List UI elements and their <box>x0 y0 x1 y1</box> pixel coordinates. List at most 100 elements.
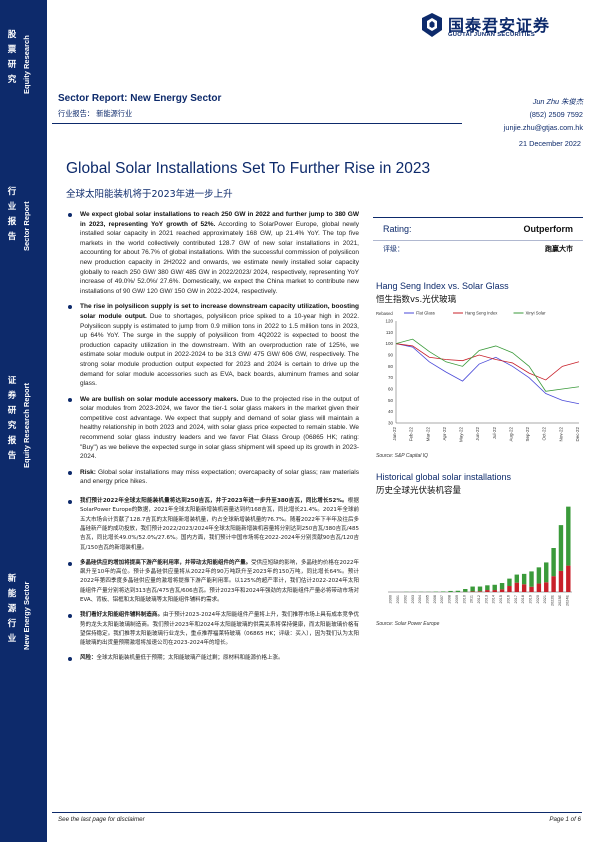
bar-segment <box>551 576 556 592</box>
sidebar-char: 券 <box>7 391 17 401</box>
bar-segment <box>536 567 542 584</box>
bar-segment <box>499 589 505 592</box>
series-line <box>395 338 580 392</box>
analyst-info: Jun Zhu 朱俊杰 (852) 2509 7592 junjie.zhu@g… <box>504 95 583 134</box>
bullet-cn: 我们预计2022年全球太阳能装机量将达到250吉瓦，并于2023年进一步升至38… <box>66 497 359 553</box>
bullet-text: 由于预计2023-2024年太阳能组件产量将上升，我们推荐市场上具有成本竞争优势… <box>80 612 359 647</box>
bullet-en: We expect global solar installations to … <box>66 210 359 296</box>
x-tick-label: Jun-22 <box>475 427 480 441</box>
sidebar-char: 股 <box>7 30 17 40</box>
x-tick-label: Jul-22 <box>492 427 497 440</box>
bullet-bold: The rise in polysilicon supply is set to… <box>80 303 359 320</box>
x-tick-label: Aug-22 <box>508 427 513 442</box>
x-tick-label: 2013 <box>484 595 488 603</box>
x-tick-label: May-22 <box>459 427 464 443</box>
x-tick-label: 2016 <box>506 595 510 603</box>
sidebar-char: 行 <box>7 187 17 197</box>
report-type: Sector Report: New Energy Sector <box>58 93 222 104</box>
series-line <box>395 343 580 405</box>
bar-chart: 2000 2001 2002 2003 2004 2005 2006 2007 2008 2009… <box>388 506 572 606</box>
bullet-bold: 我们预计2022年全球太阳能装机量将达到250吉瓦，并于2023年进一步升至38… <box>80 498 348 505</box>
logo-en-text: GUOTAI JUNAN SECURITIES <box>448 32 535 38</box>
y-tick-label: 30 <box>388 421 394 426</box>
x-tick-label: 2020 <box>536 595 540 603</box>
x-tick-label: Feb-22 <box>409 427 414 442</box>
sidebar-char: 业 <box>7 634 17 644</box>
sidebar-en-label: Sector Report <box>22 201 31 251</box>
y-tick-label: 100 <box>385 341 393 346</box>
sidebar-char: 报 <box>7 436 17 446</box>
bullet-en: Risk: Global solar installations may mis… <box>66 468 359 487</box>
x-tick-label: Oct-22 <box>542 427 547 441</box>
fig1-title: Hang Seng Index vs. Solar Glass <box>376 281 509 291</box>
x-tick-label: 2012 <box>477 595 481 603</box>
bar-segment <box>507 578 512 587</box>
sidebar: 股 票 研 究 Equity Research 行 业 报 告 Sector R… <box>0 0 47 842</box>
x-tick-label: 2003 <box>411 595 415 603</box>
bullet-text: 根据SolarPower Europe的数据，2021年全球太阳能新增装机容量达… <box>80 498 359 551</box>
bar-segment <box>470 591 475 592</box>
bar-segment <box>544 582 549 592</box>
bar-segment <box>477 586 483 592</box>
bullet-bold: We are bullish on solar module accessory… <box>80 395 239 403</box>
sidebar-char: 告 <box>7 232 17 242</box>
bar-segment <box>558 525 564 571</box>
legend-label: Flat Glass <box>416 311 435 316</box>
bullet-text: Due to shortages, polysilicon price spik… <box>80 312 360 388</box>
sidebar-char: 行 <box>7 619 17 629</box>
bar-segment <box>499 583 505 590</box>
x-tick-label: 2010 <box>462 595 466 603</box>
bar-segment <box>485 590 490 592</box>
bar-segment <box>514 582 520 592</box>
x-tick-label: 2014 <box>492 595 496 603</box>
sidebar-char: 研 <box>7 60 17 70</box>
x-tick-label: 2022E <box>551 595 555 606</box>
report-date: 21 December 2022 <box>518 139 581 148</box>
sidebar-char: 源 <box>7 604 17 614</box>
bar-segment <box>566 506 571 566</box>
sidebar-block-sector-report: 行 业 报 告 Sector Report <box>0 185 47 255</box>
x-tick-label: Jan-22 <box>392 427 397 441</box>
y-tick-label: 120 <box>385 319 393 324</box>
fig2-title: Historical global solar installations <box>376 472 512 482</box>
footer-disclaimer[interactable]: See the last page for disclaimer <box>58 816 145 823</box>
x-tick-label: Mar-22 <box>425 427 430 442</box>
bar-segment <box>551 548 556 577</box>
bar-segment <box>529 571 534 587</box>
bullet-cn: 多晶硅供应的增加将提高下游产能利用率，并带动太阳能组件的产量。受供应短缺的影响，… <box>66 559 359 605</box>
bullet-text: 受供应短缺的影响，多晶硅的价格在2022年飙升至10年的高位。预计多晶硅供应量将… <box>80 559 359 603</box>
bullet-bold: We expect global solar installations to … <box>80 211 359 228</box>
sidebar-char: 告 <box>7 451 17 461</box>
bullet-cn: 我们看好太阳能组件辅料制造商。由于预计2023-2024年太阳能组件产量将上升，… <box>66 611 359 648</box>
bullet-text: Due to the projected rise in the output … <box>80 395 359 461</box>
x-tick-label: 2007 <box>440 595 444 603</box>
page-title: Global Solar Installations Set To Furthe… <box>66 160 431 177</box>
legend-label: Xinyi Solar <box>526 311 547 316</box>
bullet-text: 全球太阳能装机量低于预期；太阳能玻璃产能过剩；原材料和能源价格上涨。 <box>96 655 284 662</box>
company-logo: 国泰君安证券 GUOTAI JUNAN SECURITIES <box>420 12 590 42</box>
y-tick-label: 60 <box>388 387 394 392</box>
y-tick-label: 90 <box>388 353 394 358</box>
sidebar-block-equity-research: 股 票 研 究 Equity Research <box>0 28 47 98</box>
sidebar-char: 票 <box>7 45 17 55</box>
bullet-en: The rise in polysilicon supply is set to… <box>66 302 359 388</box>
bar-segment <box>463 589 468 592</box>
rating-box: Rating: Outperform 评级： 跑赢大市 <box>373 217 583 257</box>
bullet-text: According to SolarPower Europe, global n… <box>80 220 359 295</box>
bar-segment <box>455 590 461 592</box>
fig2-title-cn: 历史全球光伏装机容量 <box>376 486 462 496</box>
company-logo-icon <box>422 13 442 37</box>
rating-label: Rating: <box>383 224 412 234</box>
rating-row: Rating: Outperform <box>373 218 583 240</box>
bar-segment <box>477 591 483 592</box>
sidebar-block-new-energy-sector: 新 能 源 行 业 New Energy Sector <box>0 560 47 650</box>
bar-segment <box>470 586 475 592</box>
sidebar-char: 业 <box>7 202 17 212</box>
analyst-email[interactable]: junjie.zhu@gtjas.com.hk <box>503 123 583 132</box>
legend-label: Hang Seng Index <box>465 311 498 316</box>
bullet-en: We are bullish on solar module accessory… <box>66 395 359 462</box>
sidebar-cn-label: 新 能 源 行 业 <box>6 572 18 647</box>
bar-segment <box>492 584 497 591</box>
x-tick-label: Sep-22 <box>525 427 530 442</box>
line-chart: Rebased Flat Glass Hang Seng Index Xinyi So… <box>376 311 580 443</box>
